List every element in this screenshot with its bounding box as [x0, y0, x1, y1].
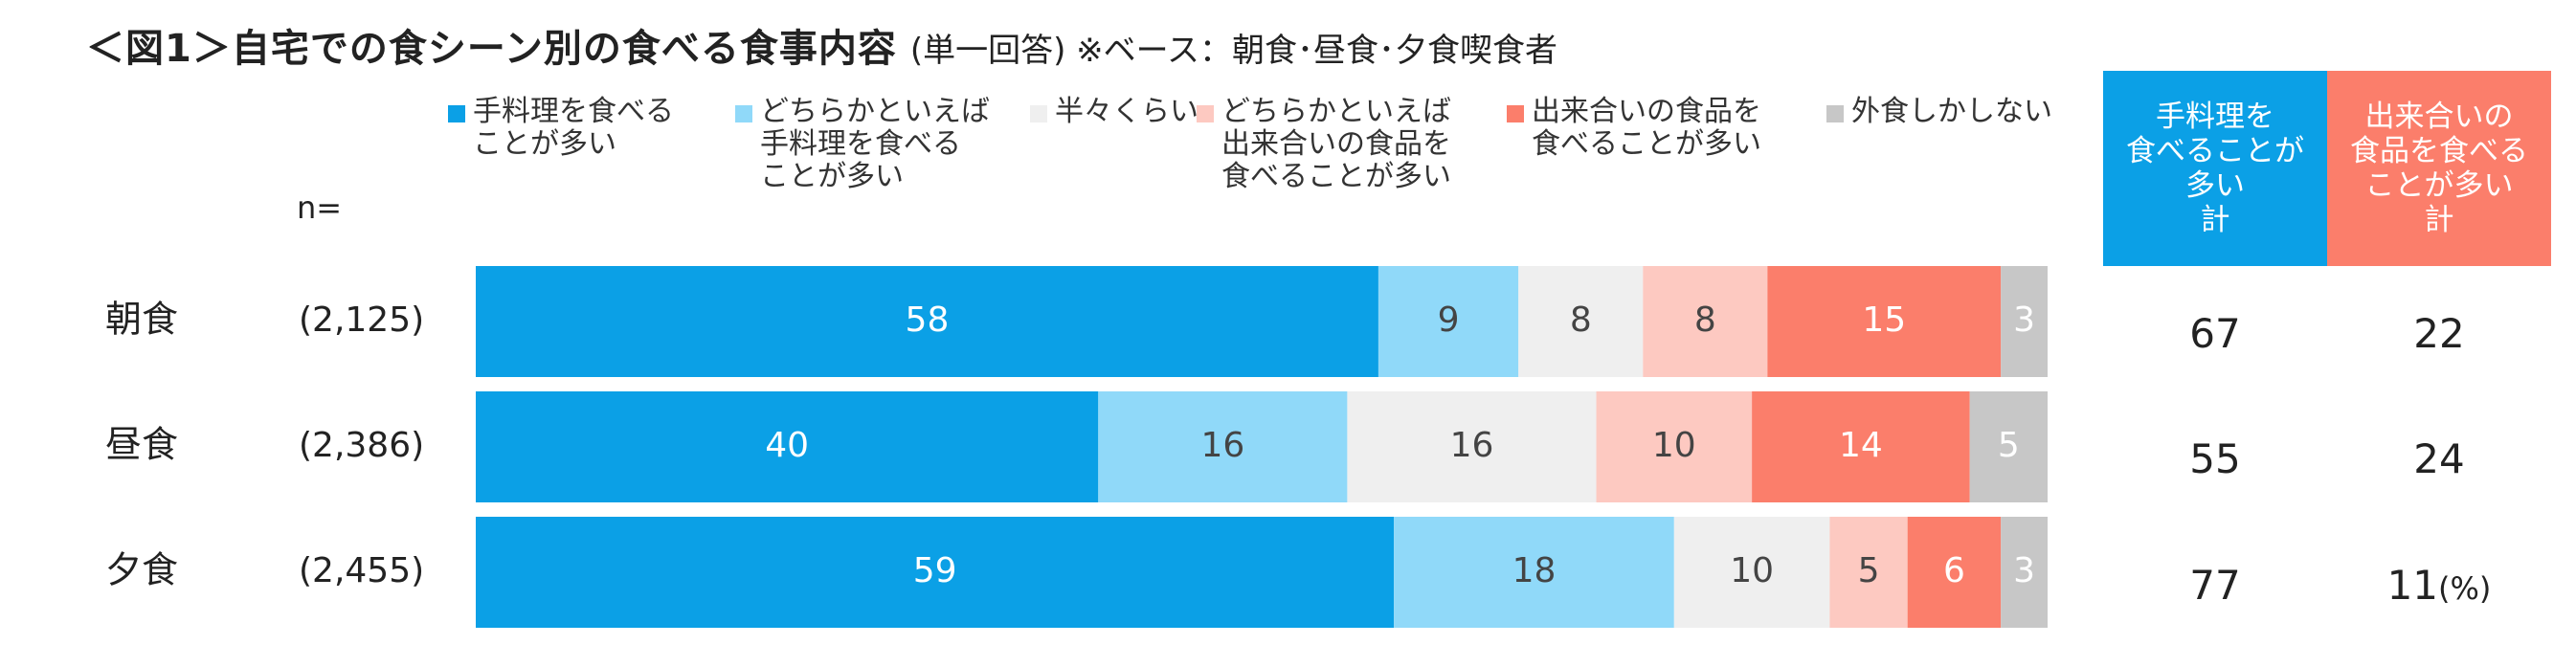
- legend-swatch: [1507, 105, 1524, 122]
- title-text: ＜図1＞自宅での食シーン別の食べる食事内容: [86, 27, 897, 71]
- bar-value-label: 6: [1943, 551, 1965, 590]
- bar-segment: [1347, 391, 1597, 502]
- bar-value-label: 14: [1839, 426, 1883, 465]
- total-ready-made-dinner: 11(%): [2327, 562, 2551, 609]
- bar-segment: [1767, 266, 2002, 377]
- legend-item: 出来合いの食品を 食べることが多い: [1507, 96, 1761, 161]
- bar-value-label: 58: [906, 300, 950, 340]
- total-ready-made-lunch: 24: [2413, 435, 2465, 482]
- bar-value-label: 16: [1200, 426, 1244, 465]
- legend-label: 手料理を食べる ことが多い: [473, 95, 674, 161]
- bar-value-label: 10: [1730, 551, 1774, 590]
- legend-item: 外食しかしない: [1826, 96, 2052, 128]
- bar-segment: [1643, 266, 1768, 377]
- bar-value-label: 40: [765, 426, 809, 465]
- bar-segment: [1518, 266, 1644, 377]
- bar-value-label: 9: [1438, 300, 1460, 340]
- legend-item: 手料理を食べる ことが多い: [448, 96, 674, 161]
- total-homemade-dinner: 77: [2189, 562, 2241, 609]
- bar-value-label: 8: [1570, 300, 1592, 340]
- legend-swatch: [1030, 105, 1047, 122]
- bar-segment: [1969, 391, 2048, 502]
- chart-title: ＜図1＞自宅での食シーン別の食べる食事内容 (単一回答) ※ベース：朝食･昼食･夕…: [86, 17, 1557, 73]
- total-ready-made-breakfast: 22: [2413, 310, 2465, 357]
- legend-item: どちらかといえば 出来合いの食品を 食べることが多い: [1197, 96, 1451, 193]
- bar-segment: [1098, 391, 1348, 502]
- category-label: 昼食: [105, 424, 178, 466]
- bar-segment: [1394, 517, 1674, 628]
- total-header-homemade: 手料理を 食べることが 多い 計: [2103, 71, 2327, 266]
- category-label: 朝食: [105, 299, 178, 341]
- bar-segment: [1829, 517, 1908, 628]
- bar-value-label: 18: [1512, 551, 1557, 590]
- bar-value-label: 59: [913, 551, 957, 590]
- legend-swatch: [448, 105, 465, 122]
- sample-size-label: (2,386): [299, 426, 424, 465]
- legend-item: どちらかといえば 手料理を食べる ことが多い: [735, 96, 990, 193]
- total-header-ready-made: 出来合いの 食品を食べる ことが多い 計: [2327, 71, 2551, 266]
- legend-label: 出来合いの食品を 食べることが多い: [1532, 95, 1761, 161]
- bar-segment: [1752, 391, 1970, 502]
- legend-swatch: [1197, 105, 1214, 122]
- bar-segment: [476, 517, 1395, 628]
- bar-segment: [2001, 517, 2048, 628]
- legend-swatch: [735, 105, 752, 122]
- bar-value-label: 3: [2013, 300, 2035, 340]
- legend-item: 半々くらい: [1030, 96, 1198, 128]
- bar-value-label: 16: [1450, 426, 1494, 465]
- total-homemade-lunch: 55: [2189, 435, 2241, 482]
- bar-segment: [1596, 391, 1753, 502]
- legend-label: 外食しかしない: [1851, 95, 2052, 128]
- bar-segment: [1378, 266, 1519, 377]
- bar-segment: [1673, 517, 1830, 628]
- bar-value-label: 10: [1652, 426, 1696, 465]
- legend-swatch: [1826, 105, 1844, 122]
- bar-segment: [476, 391, 1099, 502]
- total-value: 11: [2386, 562, 2439, 609]
- bar-value-label: 3: [2013, 551, 2035, 590]
- category-label: 夕食: [105, 549, 178, 591]
- unit-label: (%): [2438, 570, 2492, 607]
- bar-value-label: 5: [1858, 551, 1880, 590]
- bar-value-label: 15: [1862, 300, 1906, 340]
- bar-value-label: 5: [1998, 426, 2020, 465]
- legend-label: 半々くらい: [1055, 95, 1198, 128]
- total-homemade-breakfast: 67: [2189, 310, 2241, 357]
- legend: 手料理を食べる ことが多い どちらかといえば 手料理を食べる ことが多い 半々く…: [448, 96, 2094, 211]
- bar-segment: [476, 266, 1378, 377]
- legend-label: どちらかといえば 手料理を食べる ことが多い: [760, 95, 990, 193]
- chart-subtitle: (単一回答) ※ベース：朝食･昼食･夕食喫食者: [909, 32, 1557, 70]
- sample-size-label: (2,455): [299, 551, 424, 590]
- n-label: n=: [297, 189, 343, 226]
- sample-size-label: (2,125): [299, 300, 424, 340]
- bar-value-label: 8: [1694, 300, 1716, 340]
- bar-segment: [2001, 266, 2048, 377]
- legend-label: どちらかといえば 出来合いの食品を 食べることが多い: [1221, 95, 1451, 193]
- bar-segment: [1907, 517, 2002, 628]
